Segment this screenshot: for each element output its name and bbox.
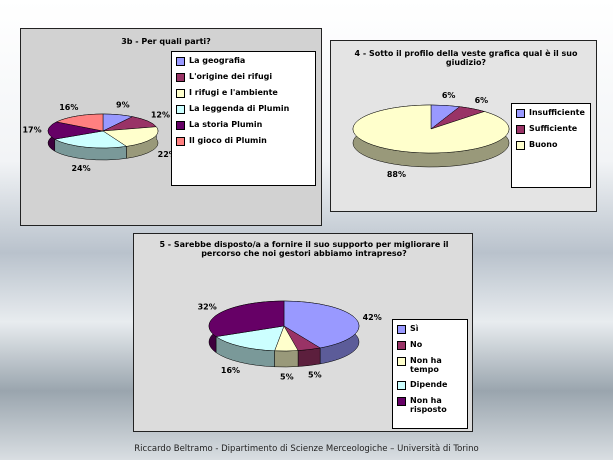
data-label: 22%	[158, 150, 177, 159]
legend-swatch	[516, 125, 525, 134]
legend-swatch	[176, 57, 185, 66]
legend-label: Insufficiente	[529, 108, 585, 117]
data-label: 6%	[475, 96, 489, 105]
chart-title: 4 - Sotto il profilo della veste grafica…	[354, 49, 578, 67]
data-label: 6%	[442, 91, 456, 100]
legend-swatch	[516, 109, 525, 118]
legend-item: L'origine dei rifugi	[176, 72, 311, 82]
data-label: 16%	[221, 366, 240, 375]
legend-swatch	[397, 325, 406, 334]
data-label: 12%	[151, 111, 170, 120]
legend-swatch	[176, 105, 185, 114]
legend-label: La storia Plumin	[189, 120, 263, 129]
legend-item: La geografia	[176, 56, 311, 66]
chart-title: 5 - Sarebbe disposto/a a fornire il suo …	[159, 240, 449, 258]
data-label: 17%	[22, 126, 41, 135]
legend-item: Dipende	[397, 380, 463, 390]
legend-swatch	[516, 141, 525, 150]
legend-item: Sì	[397, 324, 463, 334]
chart-panel: 5 - Sarebbe disposto/a a fornire il suo …	[133, 233, 473, 432]
legend-item: No	[397, 340, 463, 350]
legend-item: Buono	[516, 140, 586, 150]
data-label: 88%	[387, 170, 406, 179]
slice	[352, 104, 510, 154]
legend-swatch	[397, 357, 406, 366]
chart-panel: 3b - Per quali parti? 9% 12% 22% 24% 17% 16% La…	[20, 28, 322, 226]
legend-swatch	[397, 381, 406, 390]
slice	[55, 113, 104, 132]
legend-item: Sufficiente	[516, 124, 586, 134]
legend-label: La leggenda di Plumin	[189, 104, 290, 113]
legend-label: Non ha tempo	[410, 356, 442, 374]
legend-label: Non ha risposto	[410, 396, 447, 414]
legend-label: Buono	[529, 140, 558, 149]
slice	[54, 130, 128, 149]
plot: 9% 12% 22% 24% 17% 16%	[22, 101, 177, 174]
legend-label: Dipende	[410, 380, 448, 389]
slice	[47, 121, 104, 140]
slice-side	[274, 350, 299, 368]
legend-swatch	[176, 73, 185, 82]
slice	[283, 300, 360, 349]
plot: 6% 6% 88%	[352, 91, 510, 179]
data-label: 5%	[308, 370, 322, 379]
legend-swatch	[176, 89, 185, 98]
legend-item: La storia Plumin	[176, 120, 311, 130]
legend: La geografia L'origine dei rifugi I rifugi…	[171, 51, 316, 186]
data-label: 16%	[59, 103, 78, 112]
legend-swatch	[397, 341, 406, 350]
slice	[102, 126, 159, 147]
legend-item: Insufficiente	[516, 108, 586, 118]
legend-item: Non ha risposto	[397, 396, 463, 414]
data-label: 32%	[198, 303, 217, 312]
legend-label: No	[410, 340, 423, 349]
legend-item: La leggenda di Plumin	[176, 104, 311, 114]
footer: Riccardo Beltramo - Dipartimento di Scie…	[134, 444, 479, 454]
data-label: 9%	[116, 101, 130, 110]
legend: Insufficiente Sufficiente Buono	[511, 103, 591, 188]
legend-label: Sì	[410, 324, 419, 333]
slice	[208, 300, 285, 337]
legend-label: I rifugi e l'ambiente	[189, 88, 278, 97]
slice-side	[297, 347, 321, 367]
legend-swatch	[397, 397, 406, 406]
legend-item: Non ha tempo	[397, 356, 463, 374]
legend-label: Il gioco di Plumin	[189, 136, 267, 145]
data-label: 42%	[363, 313, 382, 322]
chart-title: 3b - Per quali parti?	[121, 37, 211, 46]
legend-label: La geografia	[189, 56, 246, 65]
legend: Sì No Non ha tempo Dipende Non ha risposto	[392, 319, 468, 429]
legend-swatch	[176, 137, 185, 146]
legend-item: I rifugi e l'ambiente	[176, 88, 311, 98]
chart-panel: 4 - Sotto il profilo della veste grafica…	[330, 40, 597, 212]
plot: 42% 5% 5% 16% 32%	[198, 300, 382, 381]
slice	[215, 325, 285, 352]
legend-label: Sufficiente	[529, 124, 578, 133]
legend-item: Il gioco di Plumin	[176, 136, 311, 146]
data-label: 5%	[280, 372, 294, 381]
legend-label: L'origine dei rifugi	[189, 72, 273, 81]
data-label: 24%	[71, 164, 90, 173]
legend-swatch	[176, 121, 185, 130]
